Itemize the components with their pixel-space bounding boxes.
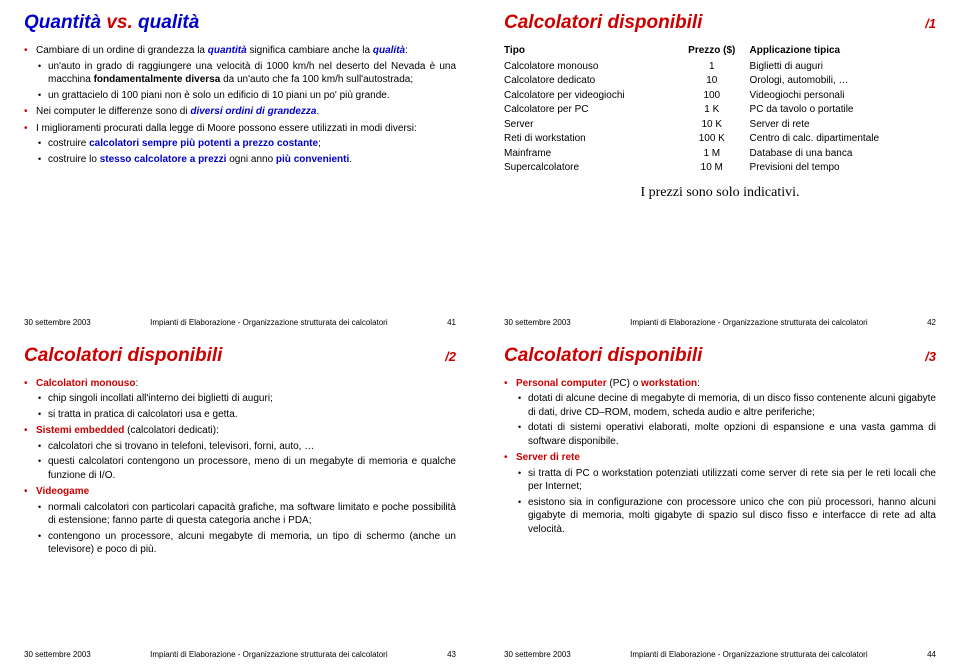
slide-title: Quantità vs. qualità <box>24 12 456 34</box>
table-row: Reti di workstation100 KCentro di calc. … <box>504 132 936 147</box>
slide-title: Calcolatori disponibili <box>504 345 702 367</box>
slide-footer: 30 settembre 2003 Impianti di Elaborazio… <box>24 314 456 327</box>
slide-part: /2 <box>445 349 456 364</box>
table-row: Calcolatore per PC1 KPC da tavolo o port… <box>504 103 936 118</box>
col-type: Tipo <box>504 44 678 60</box>
footer-date: 30 settembre 2003 <box>504 318 571 327</box>
bullet: Server di rete si tratta di PC o worksta… <box>504 451 936 536</box>
sub-bullet: un grattacielo di 100 piani non è solo u… <box>36 89 456 103</box>
slide-title: Calcolatori disponibili <box>24 345 222 367</box>
bullet: Videogame normali calcolatori con partic… <box>24 485 456 557</box>
sub-bullet: un'auto in grado di raggiungere una velo… <box>36 60 456 87</box>
footer-date: 30 settembre 2003 <box>504 650 571 659</box>
col-app: Applicazione tipica <box>750 44 936 60</box>
page-number: 42 <box>927 318 936 327</box>
sub-bullet: chip singoli incollati all'interno dei b… <box>36 392 456 406</box>
bullet: Personal computer (PC) o workstation: do… <box>504 377 936 449</box>
title-word-b: qualità <box>138 12 199 33</box>
slide-41: Quantità vs. qualità Cambiare di un ordi… <box>0 0 480 333</box>
sub-bullet: dotati di sistemi operativi elaborati, m… <box>516 421 936 448</box>
table-row: Server10 KServer di rete <box>504 118 936 133</box>
slide-title: Calcolatori disponibili <box>504 12 702 34</box>
table-row: Calcolatore dedicato10Orologi, automobil… <box>504 74 936 89</box>
bullet: Cambiare di un ordine di grandezza la qu… <box>24 44 456 102</box>
slide-body: Cambiare di un ordine di grandezza la qu… <box>24 44 456 314</box>
slide-part: /1 <box>925 16 936 31</box>
slide-body: Personal computer (PC) o workstation: do… <box>504 377 936 647</box>
price-note: I prezzi sono solo indicativi. <box>504 184 936 203</box>
table-row: Calcolatore monouso1Biglietti di auguri <box>504 60 936 75</box>
bullet: I miglioramenti procurati dalla legge di… <box>24 122 456 167</box>
slide-footer: 30 settembre 2003 Impianti di Elaborazio… <box>24 646 456 659</box>
table-row: Mainframe1 MDatabase di una banca <box>504 147 936 162</box>
slide-footer: 30 settembre 2003 Impianti di Elaborazio… <box>504 646 936 659</box>
title-word-a: Quantità <box>24 12 101 33</box>
sub-bullet: esistono sia in configurazione con proce… <box>516 496 936 537</box>
page-number: 43 <box>447 650 456 659</box>
footer-course: Impianti di Elaborazione - Organizzazion… <box>630 318 867 327</box>
sub-bullet: contengono un processore, alcuni megabyt… <box>36 530 456 557</box>
calculators-table: Tipo Prezzo ($) Applicazione tipica Calc… <box>504 44 936 176</box>
footer-course: Impianti di Elaborazione - Organizzazion… <box>630 650 867 659</box>
sub-bullet: questi calcolatori contengono un process… <box>36 455 456 482</box>
slide-44: Calcolatori disponibili /3 Personal comp… <box>480 333 960 665</box>
bullet: Sistemi embedded (calcolatori dedicati):… <box>24 424 456 482</box>
slide-body: Tipo Prezzo ($) Applicazione tipica Calc… <box>504 44 936 314</box>
sub-bullet: costruire lo stesso calcolatore a prezzi… <box>36 153 456 167</box>
table-row: Supercalcolatore10 MPrevisioni del tempo <box>504 161 936 176</box>
slide-footer: 30 settembre 2003 Impianti di Elaborazio… <box>504 314 936 327</box>
title-vs: vs. <box>101 12 138 33</box>
footer-course: Impianti di Elaborazione - Organizzazion… <box>150 650 387 659</box>
footer-course: Impianti di Elaborazione - Organizzazion… <box>150 318 387 327</box>
page-number: 41 <box>447 318 456 327</box>
slide-part: /3 <box>925 349 936 364</box>
sub-bullet: dotati di alcune decine di megabyte di m… <box>516 392 936 419</box>
bullet: Nei computer le differenze sono di diver… <box>24 105 456 119</box>
sub-bullet: calcolatori che si trovano in telefoni, … <box>36 440 456 454</box>
bullet: Calcolatori monouso: chip singoli incoll… <box>24 377 456 422</box>
sub-bullet: costruire calcolatori sempre più potenti… <box>36 137 456 151</box>
footer-date: 30 settembre 2003 <box>24 318 91 327</box>
slide-43: Calcolatori disponibili /2 Calcolatori m… <box>0 333 480 665</box>
slide-body: Calcolatori monouso: chip singoli incoll… <box>24 377 456 647</box>
col-price: Prezzo ($) <box>678 44 750 60</box>
table-row: Calcolatore per videogiochi100Videogioch… <box>504 89 936 104</box>
slide-42: Calcolatori disponibili /1 Tipo Prezzo (… <box>480 0 960 333</box>
sub-bullet: si tratta in pratica di calcolatori usa … <box>36 408 456 422</box>
footer-date: 30 settembre 2003 <box>24 650 91 659</box>
page-number: 44 <box>927 650 936 659</box>
sub-bullet: si tratta di PC o workstation potenziati… <box>516 467 936 494</box>
sub-bullet: normali calcolatori con particolari capa… <box>36 501 456 528</box>
